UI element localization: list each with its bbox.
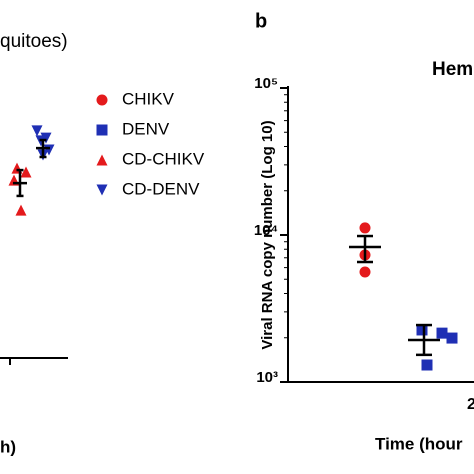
right-x-label: Time (hour — [375, 434, 463, 453]
panel-letter: b — [255, 10, 267, 32]
y-tick-label: 10³ — [256, 369, 278, 386]
point — [436, 327, 448, 339]
legend-label: DENV — [122, 119, 170, 138]
point — [421, 359, 433, 371]
point — [96, 94, 108, 106]
point — [96, 154, 108, 166]
point — [20, 166, 32, 178]
point — [40, 132, 52, 144]
left-x-label: h) — [0, 437, 16, 456]
right-title: Hem — [432, 59, 473, 80]
y-tick-label: 10⁵ — [254, 75, 278, 92]
point — [359, 222, 371, 234]
point — [96, 124, 108, 136]
legend-label: CD-DENV — [122, 179, 200, 198]
point — [96, 184, 108, 196]
legend-label: CD-CHIKV — [122, 149, 205, 168]
y-tick-label: 10⁴ — [254, 222, 278, 239]
x-tick-label: 2 — [467, 396, 474, 413]
point — [359, 266, 371, 278]
legend-label: CHIKV — [122, 89, 175, 108]
point — [446, 332, 458, 344]
left-title: quitoes) — [0, 31, 68, 52]
right-y-label: Viral RNA copy number (Log 10) — [259, 120, 276, 349]
point — [416, 324, 428, 336]
point — [15, 204, 27, 216]
point — [31, 125, 43, 137]
